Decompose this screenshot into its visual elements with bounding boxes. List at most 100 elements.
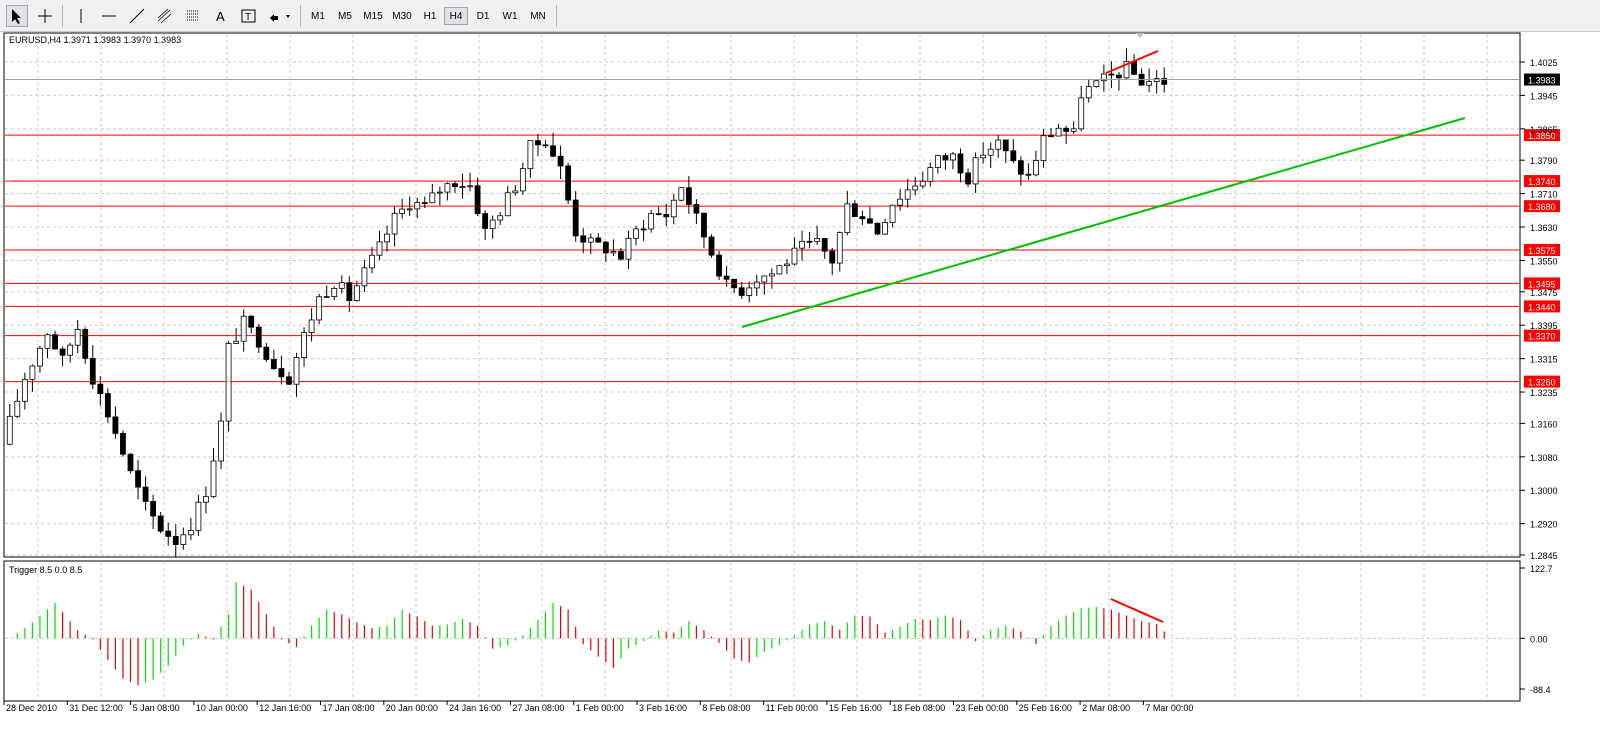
timeframe-m5[interactable]: M5 [338, 10, 352, 22]
candle-body [1161, 78, 1168, 85]
timeframe-h1[interactable]: H1 [423, 10, 437, 22]
candle-body [927, 167, 934, 182]
candle-body [172, 535, 179, 545]
vertical-line-tool-button[interactable] [70, 5, 92, 27]
candle-body [716, 254, 722, 277]
timeframe-m30[interactable]: M30 [392, 10, 412, 22]
candle-body [633, 228, 639, 239]
candle-body [859, 216, 866, 220]
candle-body [1108, 73, 1115, 76]
candle-body [97, 383, 104, 395]
candle-body [829, 250, 836, 264]
horizontal-level-label: 1.3370 [1528, 332, 1556, 342]
timeframe-m1[interactable]: M1 [311, 10, 325, 22]
candle-body [1123, 61, 1130, 79]
candle-body [120, 432, 126, 455]
candle-body [421, 202, 428, 204]
timeframe-mn[interactable]: MN [530, 10, 546, 22]
oscillator-frame [3, 560, 1521, 702]
candle-body [444, 183, 451, 193]
oscillator-divergence-line [1110, 598, 1164, 623]
time-tick-label: 23 Feb 00:00 [956, 703, 1009, 713]
crosshair-tool-button[interactable] [34, 5, 56, 27]
candle-body [157, 515, 164, 532]
candle-body [286, 376, 292, 385]
candle-body [708, 236, 715, 256]
time-tick-label: 8 Feb 08:00 [702, 703, 750, 713]
time-tick-label: 17 Jan 08:00 [323, 703, 375, 713]
candle-body [474, 185, 481, 214]
candle-body [482, 213, 489, 229]
chart-shift-marker [1136, 33, 1144, 38]
time-tick-label: 10 Jan 00:00 [196, 703, 248, 713]
price-tick-label: 1.3865 [1530, 125, 1558, 135]
candle-body [210, 460, 217, 497]
candle-body [685, 187, 692, 205]
candle-body [731, 278, 738, 289]
toolbar-separator [300, 5, 301, 27]
toolbar-separator [556, 5, 557, 27]
candle-body [957, 153, 964, 174]
svg-text:A: A [216, 9, 225, 24]
candle-body [203, 496, 209, 503]
horizontal-line-tool-button[interactable] [98, 5, 120, 27]
candle-body [263, 346, 270, 360]
candle-body [851, 203, 858, 217]
candle-body [195, 501, 202, 531]
candle-body [919, 180, 926, 187]
timeframe-m15[interactable]: M15 [363, 10, 383, 22]
candle-body [323, 296, 330, 299]
price-tick-label: 1.4025 [1530, 58, 1558, 68]
price-tick-label: 1.3945 [1530, 91, 1558, 101]
candle-body [904, 189, 911, 200]
timeframe-h4[interactable]: H4 [444, 7, 468, 25]
svg-text:T: T [245, 12, 251, 23]
candle-body [1116, 74, 1122, 79]
candle-body [1063, 127, 1070, 132]
time-tick-label: 3 Feb 16:00 [639, 703, 687, 713]
fibonacci-tool-button[interactable] [182, 5, 204, 27]
candle-body [874, 222, 881, 235]
candle-body [21, 378, 28, 402]
candle-body [1017, 160, 1024, 175]
text-tool-button[interactable]: A [210, 5, 232, 27]
price-tick-label: 1.3395 [1530, 321, 1558, 331]
candle-body [625, 237, 632, 260]
timeframe-w1[interactable]: W1 [502, 10, 518, 22]
trendline-tool-button[interactable] [126, 5, 148, 27]
arrows-tool-button[interactable] [266, 5, 294, 27]
candle-body [14, 400, 21, 417]
oscillator-tick-label: 122.7 [1530, 564, 1553, 574]
candle-body [768, 273, 775, 277]
candle-body [467, 185, 473, 188]
candle-body [37, 347, 43, 367]
time-tick-label: 20 Jan 00:00 [386, 703, 438, 713]
horizontal-level-label: 1.3850 [1528, 131, 1556, 141]
equidistant-channel-tool-button[interactable] [154, 5, 176, 27]
price-tick-label: 1.3160 [1530, 419, 1558, 429]
candle-body [791, 247, 798, 265]
arrow-cursor-icon [12, 9, 21, 24]
toolbar: A T M1 M5 M15 M30 H1 H4 D1 W1 MN [0, 0, 1600, 32]
candle-body [965, 172, 971, 185]
time-tick-label: 24 Jan 16:00 [449, 703, 501, 713]
horizontal-level-label: 1.3495 [1528, 279, 1556, 289]
candle-body [663, 214, 670, 218]
candle-body [602, 241, 609, 254]
text-label-tool-button[interactable]: T [238, 5, 260, 27]
candle-body [912, 185, 919, 191]
cursor-tool-button[interactable] [6, 5, 28, 27]
timeframe-d1[interactable]: D1 [476, 10, 490, 22]
price-tick-label: 1.3080 [1530, 453, 1558, 463]
candle-body [995, 139, 1002, 150]
horizontal-levels: 1.3850 1.3740 1.3680 1.3575 1.3495 1.3440 1.33… [5, 129, 1560, 388]
current-price-tag [1524, 73, 1560, 86]
candle-body [150, 501, 157, 517]
candle-body [1131, 61, 1137, 75]
candle-body [331, 287, 338, 298]
candle-body [1002, 139, 1009, 152]
candle-body [369, 254, 375, 269]
price-tick-label: 1.3475 [1530, 288, 1558, 298]
candle-body [225, 343, 232, 422]
